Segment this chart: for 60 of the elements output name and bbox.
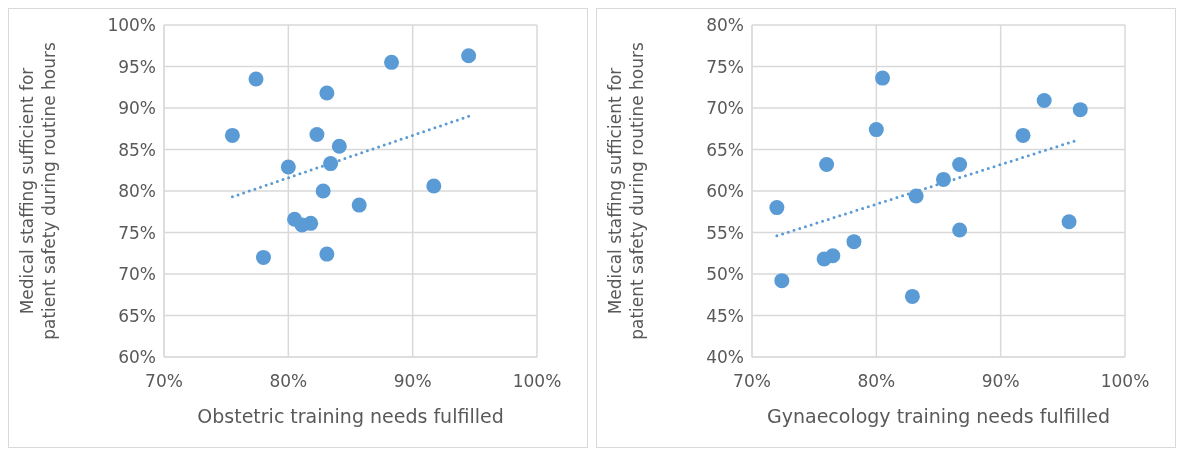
point: [319, 246, 335, 262]
y-tick-label: 80%: [706, 15, 744, 36]
point: [303, 215, 319, 231]
x-axis-title: Obstetric training needs fulfilled: [197, 405, 504, 427]
point: [351, 197, 367, 213]
point: [1072, 102, 1088, 118]
point: [952, 156, 968, 172]
point: [224, 127, 240, 143]
y-tick-label: 55%: [706, 222, 744, 243]
x-tick-label: 90%: [393, 371, 432, 392]
point: [769, 200, 785, 216]
point: [819, 156, 835, 172]
point: [1036, 93, 1052, 109]
x-tick-label: 70%: [145, 371, 183, 392]
y-tick-label: 85%: [118, 139, 156, 160]
point: [319, 85, 335, 101]
y-axis-title: Medical staffing sufficient for patient safety during routine hours: [17, 42, 59, 340]
point: [255, 249, 271, 265]
point: [280, 159, 296, 175]
x-axis-title: Gynaecology training needs fulfilled: [766, 405, 1111, 427]
point: [935, 171, 951, 187]
point: [1061, 214, 1077, 230]
point: [875, 70, 891, 86]
y-tick-label: 60%: [118, 347, 156, 368]
point: [309, 127, 325, 143]
x-tick-label: 80%: [857, 371, 896, 392]
y-tick-label: 60%: [706, 181, 744, 202]
y-tick-label: 100%: [107, 15, 156, 36]
x-tick-label: 100%: [1100, 371, 1150, 392]
point: [323, 156, 339, 172]
x-tick-label: 70%: [733, 371, 771, 392]
point: [868, 122, 884, 138]
point: [315, 183, 331, 199]
point: [1015, 127, 1031, 143]
y-tick-label: 80%: [118, 181, 156, 202]
y-tick-label: 40%: [706, 347, 744, 368]
point: [774, 273, 790, 289]
point: [331, 138, 347, 154]
y-tick-label: 65%: [706, 139, 744, 160]
x-tick-label: 100%: [512, 371, 562, 392]
y-tick-label: 70%: [118, 264, 156, 285]
y-tick-label: 70%: [706, 98, 744, 119]
x-tick-label: 90%: [981, 371, 1020, 392]
point: [384, 54, 400, 70]
point: [248, 71, 264, 87]
y-tick-label: 50%: [706, 264, 744, 285]
point: [426, 178, 442, 194]
point: [904, 288, 920, 304]
point: [952, 222, 968, 238]
y-tick-label: 75%: [118, 222, 156, 243]
y-tick-label: 65%: [118, 305, 156, 326]
point: [846, 234, 862, 250]
y-tick-label: 90%: [118, 98, 156, 119]
point: [461, 48, 477, 64]
y-axis-title: Medical staffing sufficient for patient safety during routine hours: [605, 42, 647, 340]
x-tick-label: 80%: [269, 371, 308, 392]
point: [825, 248, 841, 264]
y-tick-label: 45%: [706, 305, 744, 326]
y-tick-label: 95%: [118, 56, 156, 77]
y-tick-label: 75%: [706, 56, 744, 77]
